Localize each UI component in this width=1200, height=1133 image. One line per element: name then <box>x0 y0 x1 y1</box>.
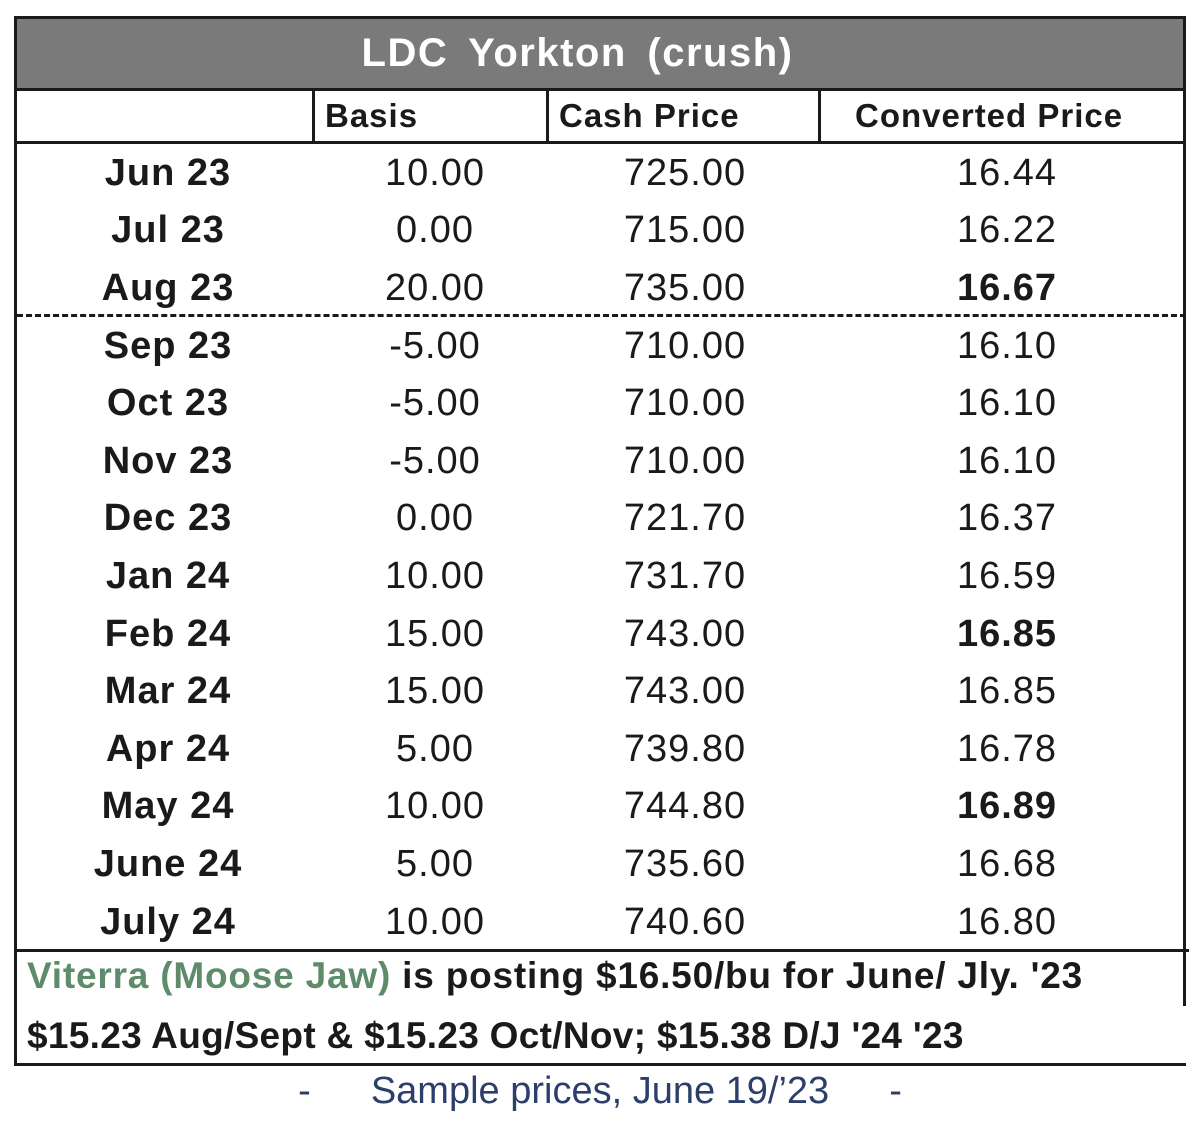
month-cell: Dec 23 <box>103 497 233 540</box>
cash-price-cell: 710.00 <box>623 324 747 367</box>
basis-cell: -5.00 <box>389 324 481 367</box>
column-divider <box>818 91 821 144</box>
month-cell: Mar 24 <box>104 670 232 713</box>
basis-cell: 10.00 <box>384 900 486 943</box>
price-table: LDC Yorkton (crush) Basis Cash Price Con… <box>14 16 1189 1066</box>
header-cash-price: Cash Price <box>559 97 740 134</box>
basis-cell: -5.00 <box>389 439 481 482</box>
month-cell: Sep 23 <box>103 324 233 367</box>
table-row: Sep 23 -5.00 710.00 16.10 <box>17 317 1186 375</box>
month-cell: Nov 23 <box>102 439 234 482</box>
converted-price-cell: 16.80 <box>956 900 1058 943</box>
note-divider <box>17 949 1189 952</box>
basis-cell: 5.00 <box>396 842 474 885</box>
converted-price-cell: 16.85 <box>956 612 1058 655</box>
cash-price-cell: 725.00 <box>623 151 747 194</box>
table-row: Apr 24 5.00 739.80 16.78 <box>17 720 1186 778</box>
cash-price-cell: 743.00 <box>623 670 747 713</box>
cash-price-cell: 735.60 <box>623 842 747 885</box>
month-cell: June 24 <box>93 842 243 885</box>
footer-caption: - Sample prices, June 19/’23 - <box>0 1070 1200 1113</box>
table-title: LDC Yorkton (crush) <box>361 31 794 75</box>
converted-price-cell: 16.59 <box>956 554 1058 597</box>
cash-price-cell: 715.00 <box>623 209 747 252</box>
cash-price-cell: 735.00 <box>623 266 747 309</box>
month-cell: Oct 23 <box>106 382 230 425</box>
converted-price-cell: 16.37 <box>956 497 1058 540</box>
cash-price-cell: 743.00 <box>623 612 747 655</box>
column-divider <box>312 91 315 144</box>
cash-price-cell: 710.00 <box>623 382 747 425</box>
basis-cell: -5.00 <box>389 382 481 425</box>
month-cell: Feb 24 <box>104 612 232 655</box>
cash-price-cell: 721.70 <box>623 497 747 540</box>
column-divider <box>546 91 549 144</box>
month-cell: Jan 24 <box>105 554 231 597</box>
header-converted-price: Converted Price <box>855 97 1124 134</box>
cash-price-cell: 710.00 <box>623 439 747 482</box>
table-row: Jun 23 10.00 725.00 16.44 <box>17 144 1186 202</box>
converted-price-cell: 16.85 <box>956 670 1058 713</box>
frame-right-border <box>1183 16 1186 1006</box>
table-row: Jan 24 10.00 731.70 16.59 <box>17 547 1186 605</box>
month-cell: Jun 23 <box>104 151 232 194</box>
basis-cell: 0.00 <box>396 209 474 252</box>
table-row: July 24 10.00 740.60 16.80 <box>17 893 1186 951</box>
table-row: Mar 24 15.00 743.00 16.85 <box>17 662 1186 720</box>
month-cell: July 24 <box>100 900 236 943</box>
basis-cell: 15.00 <box>384 612 486 655</box>
converted-price-cell: 16.10 <box>956 382 1058 425</box>
table-row: Nov 23 -5.00 710.00 16.10 <box>17 432 1186 490</box>
dashed-separator <box>17 314 1186 317</box>
converted-price-cell: 16.78 <box>956 727 1058 770</box>
cash-price-cell: 731.70 <box>623 554 747 597</box>
note-highlight: Viterra (Moose Jaw) <box>27 955 392 996</box>
note-line-1: Viterra (Moose Jaw) is posting $16.50/bu… <box>27 955 1083 997</box>
header-basis: Basis <box>325 97 419 134</box>
cash-price-cell: 739.80 <box>623 727 747 770</box>
month-cell: Aug 23 <box>101 266 235 309</box>
note-line-2: $15.23 Aug/Sept & $15.23 Oct/Nov; $15.38… <box>27 1015 964 1056</box>
table-row: Oct 23 -5.00 710.00 16.10 <box>17 374 1186 432</box>
basis-cell: 15.00 <box>384 670 486 713</box>
converted-price-cell: 16.89 <box>956 785 1058 828</box>
month-cell: Jul 23 <box>111 209 225 252</box>
table-row: Feb 24 15.00 743.00 16.85 <box>17 605 1186 663</box>
footer-dash-left: - <box>298 1070 311 1112</box>
note-line-1-text: is posting $16.50/bu for June/ Jly. '23 <box>391 955 1084 996</box>
converted-price-cell: 16.67 <box>956 266 1058 309</box>
basis-cell: 10.00 <box>384 554 486 597</box>
header-row: Basis Cash Price Converted Price <box>17 91 1186 144</box>
table-row: Aug 23 20.00 735.00 16.67 <box>17 259 1186 317</box>
converted-price-cell: 16.22 <box>956 209 1058 252</box>
basis-cell: 20.00 <box>384 266 486 309</box>
table-row: Jul 23 0.00 715.00 16.22 <box>17 202 1186 260</box>
table-row: May 24 10.00 744.80 16.89 <box>17 778 1186 836</box>
cash-price-cell: 744.80 <box>623 785 747 828</box>
converted-price-cell: 16.10 <box>956 439 1058 482</box>
month-cell: May 24 <box>101 785 235 828</box>
footer-dash-right: - <box>889 1070 902 1112</box>
table-row: June 24 5.00 735.60 16.68 <box>17 835 1186 893</box>
table-title-bar: LDC Yorkton (crush) <box>17 19 1186 91</box>
table-row: Dec 23 0.00 721.70 16.37 <box>17 490 1186 548</box>
basis-cell: 10.00 <box>384 785 486 828</box>
cash-price-cell: 740.60 <box>623 900 747 943</box>
converted-price-cell: 16.44 <box>956 151 1058 194</box>
footer-text: Sample prices, June 19/’23 <box>370 1070 830 1112</box>
converted-price-cell: 16.68 <box>956 842 1058 885</box>
basis-cell: 0.00 <box>396 497 474 540</box>
month-cell: Apr 24 <box>105 727 231 770</box>
basis-cell: 5.00 <box>396 727 474 770</box>
basis-cell: 10.00 <box>384 151 486 194</box>
converted-price-cell: 16.10 <box>956 324 1058 367</box>
